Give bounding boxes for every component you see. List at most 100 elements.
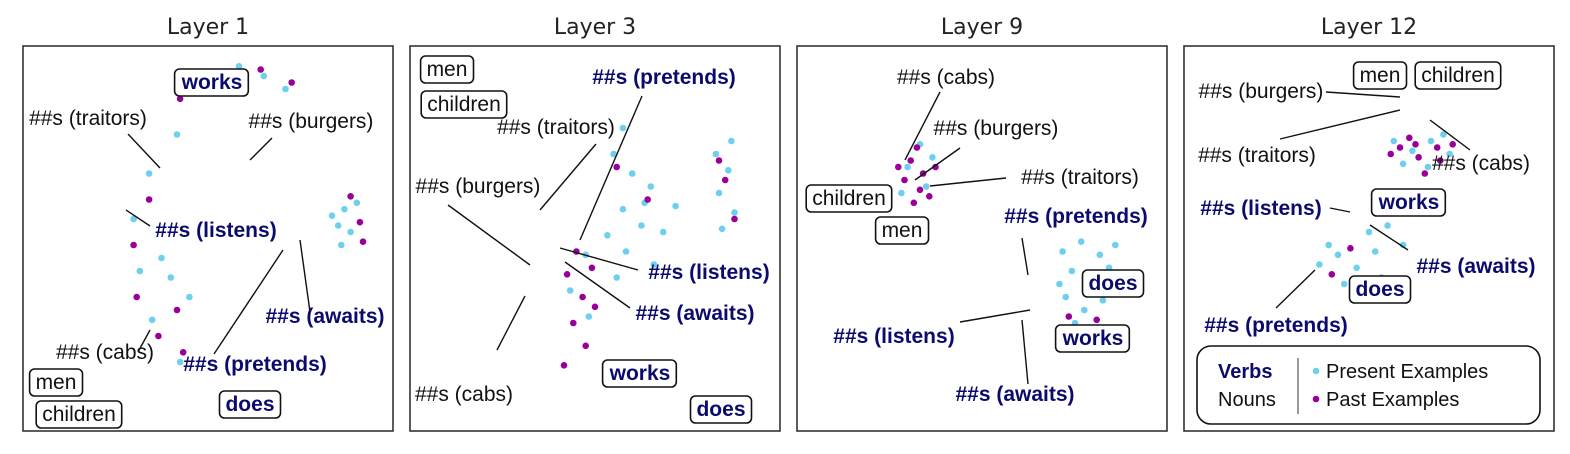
annotation-s-burgers: ##s (burgers) [416,175,541,266]
label-box [1081,269,1145,298]
annotation-s-awaits: ##s (awaits) [955,319,1075,406]
annotation-works: works [1370,188,1447,217]
annotation-label: ##s (burgers) [249,110,374,133]
annotation-children: children [35,400,123,429]
annotation-s-listens: ##s (listens) [833,309,1031,348]
scatter-point [619,205,627,213]
annotation-s-cabs: ##s (cabs) [415,295,526,406]
annotation-s-awaits: ##s (awaits) [265,239,385,328]
scatter-point [904,163,911,171]
annotation-label: does [1088,272,1137,295]
annotation-label: ##s (cabs) [1432,152,1530,175]
annotation-men: men [419,55,475,84]
annotation-label: ##s (awaits) [1416,255,1535,278]
annotation-label: ##s (awaits) [955,383,1074,406]
label-box [601,359,678,388]
scatter-point [155,332,162,340]
scatter-point [1099,297,1107,304]
label-box [419,55,475,84]
scatter-point [650,261,658,268]
legend-present-marker [1312,367,1320,375]
annotation-s-awaits: ##s (awaits) [1369,224,1536,278]
annotation-children: children [805,184,893,213]
leader-line [914,147,961,181]
annotation-label: ##s (burgers) [416,175,541,198]
scatter-point [1093,316,1100,324]
annotation-s-pretends: ##s (pretends) [579,66,736,241]
scatter-point [638,222,645,229]
scatter-point [186,293,193,301]
scatter-point [715,157,723,164]
annotation-label: children [1421,64,1495,87]
series-past-examples [1328,134,1456,278]
annotation-label: works [1378,191,1440,214]
scatter-point [158,254,165,262]
annotation-label: ##s (listens) [833,325,954,348]
scatter-point [1353,264,1360,272]
scatter-point [347,193,354,200]
legend-verbs-label: Verbs [1218,361,1272,383]
scatter-point [582,342,589,350]
label-box [28,368,84,397]
scatter-point [718,225,726,233]
annotation-label: children [427,93,501,116]
annotation-men: men [1352,61,1408,90]
annotation-label: ##s (pretends) [183,353,327,376]
annotation-children: children [1414,61,1502,90]
annotation-s-traitors: ##s (traitors) [497,116,615,211]
annotation-does: does [1348,275,1412,304]
scatter-point [916,186,924,194]
label-box [1054,324,1131,353]
series-present-examples [566,124,738,320]
scatter-point [1328,271,1336,278]
legend-present-label: Present Examples [1326,361,1488,383]
scatter-points [130,63,367,366]
annotation-s-burgers: ##s (burgers) [914,117,1059,181]
annotation-label: ##s (burgers) [934,117,1059,140]
scatter-point [334,222,342,229]
scatter-point [176,358,184,366]
scatter-points [1316,131,1456,288]
legend-past-label: Past Examples [1326,389,1459,411]
scatter-point [1340,280,1348,288]
leader-line [959,309,1031,323]
annotation-s-traitors: ##s (traitors) [29,107,161,169]
panel-title: Layer 3 [554,15,636,40]
scatter-point [1390,137,1398,145]
annotation-label: ##s (traitors) [1021,166,1139,189]
annotation-men: men [28,368,84,397]
annotation-s-pretends: ##s (pretends) [1004,205,1148,276]
scatter-point [1399,241,1407,249]
legend: Verbs Nouns Present Examples Past Examples [1196,345,1541,425]
annotation-label: ##s (listens) [155,219,276,242]
scatter-point [1096,251,1104,259]
annotation-s-listens: ##s (listens) [125,209,277,242]
legend-nouns-label: Nouns [1218,389,1276,411]
scatter-point [731,215,738,223]
scatter-point [328,212,336,219]
scatter-point [610,150,617,158]
label-box [173,68,250,97]
scatter-point [560,362,568,369]
scatter-point [1056,280,1063,288]
scatter-point [898,189,905,197]
label-box [35,400,123,429]
annotation-works: works [173,68,250,97]
label-box [874,216,930,245]
scatter-point [929,154,936,161]
scatter-point [288,79,296,86]
annotation-s-traitors: ##s (traitors) [929,166,1139,189]
leader-line [1369,224,1409,251]
annotation-s-pretends: ##s (pretends) [1204,269,1348,337]
annotation-label: ##s (cabs) [897,66,995,89]
panel-title: Layer 9 [941,15,1023,40]
panel-title: Layer 12 [1321,15,1417,40]
scatter-point [133,293,140,301]
scatter-point [647,183,655,190]
annotation-label: children [812,187,886,210]
scatter-point [173,131,181,138]
annotation-s-traitors: ##s (traitors) [1198,109,1401,167]
series-present-examples [130,63,361,366]
scatter-point [359,238,367,245]
